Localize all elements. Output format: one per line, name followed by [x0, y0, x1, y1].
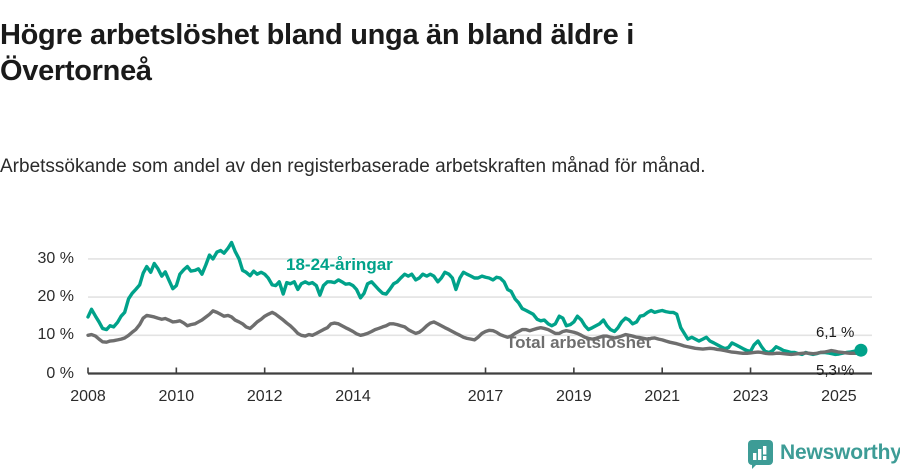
series-label-total: Total arbetslöshet [506, 333, 652, 352]
x-tick-label: 2017 [467, 388, 504, 405]
x-tick-label: 2014 [335, 388, 371, 405]
gridlines [88, 258, 872, 337]
y-tick-label: 10 % [37, 326, 74, 344]
series-end-dot [854, 343, 868, 357]
series-line [86, 309, 863, 357]
y-tick-label: 30 % [37, 249, 74, 267]
x-tick-label: 2012 [246, 388, 283, 405]
end-label-young: 6,1 % [816, 324, 855, 341]
end-label-total: 5,3 % [816, 362, 855, 379]
x-tick-label: 2019 [556, 388, 592, 405]
series-label-young: 18-24-åringar [286, 255, 393, 274]
y-tick-label: 0 % [46, 364, 74, 382]
x-tick-label: 2025 [821, 388, 857, 405]
page-subtitle: Arbetssökande som andel av den registerb… [0, 156, 706, 177]
x-tick-label: 2010 [158, 388, 195, 405]
x-tick-label: 2021 [644, 388, 680, 405]
series-end-markers [854, 343, 868, 357]
logo-wordmark: Newsworthy [780, 440, 900, 464]
series-line [86, 240, 863, 357]
newsworthy-logo[interactable]: Newsworthy [748, 440, 900, 469]
logo-bars-icon [753, 446, 767, 460]
bar-chart-bubble-icon [748, 440, 773, 469]
y-tick-label: 20 % [37, 288, 74, 306]
series-lines [86, 240, 863, 357]
x-tick-label: 2023 [732, 388, 769, 405]
page-title: Högre arbetslöshet bland unga än bland ä… [0, 19, 634, 88]
x-tick-label: 2008 [70, 388, 106, 405]
